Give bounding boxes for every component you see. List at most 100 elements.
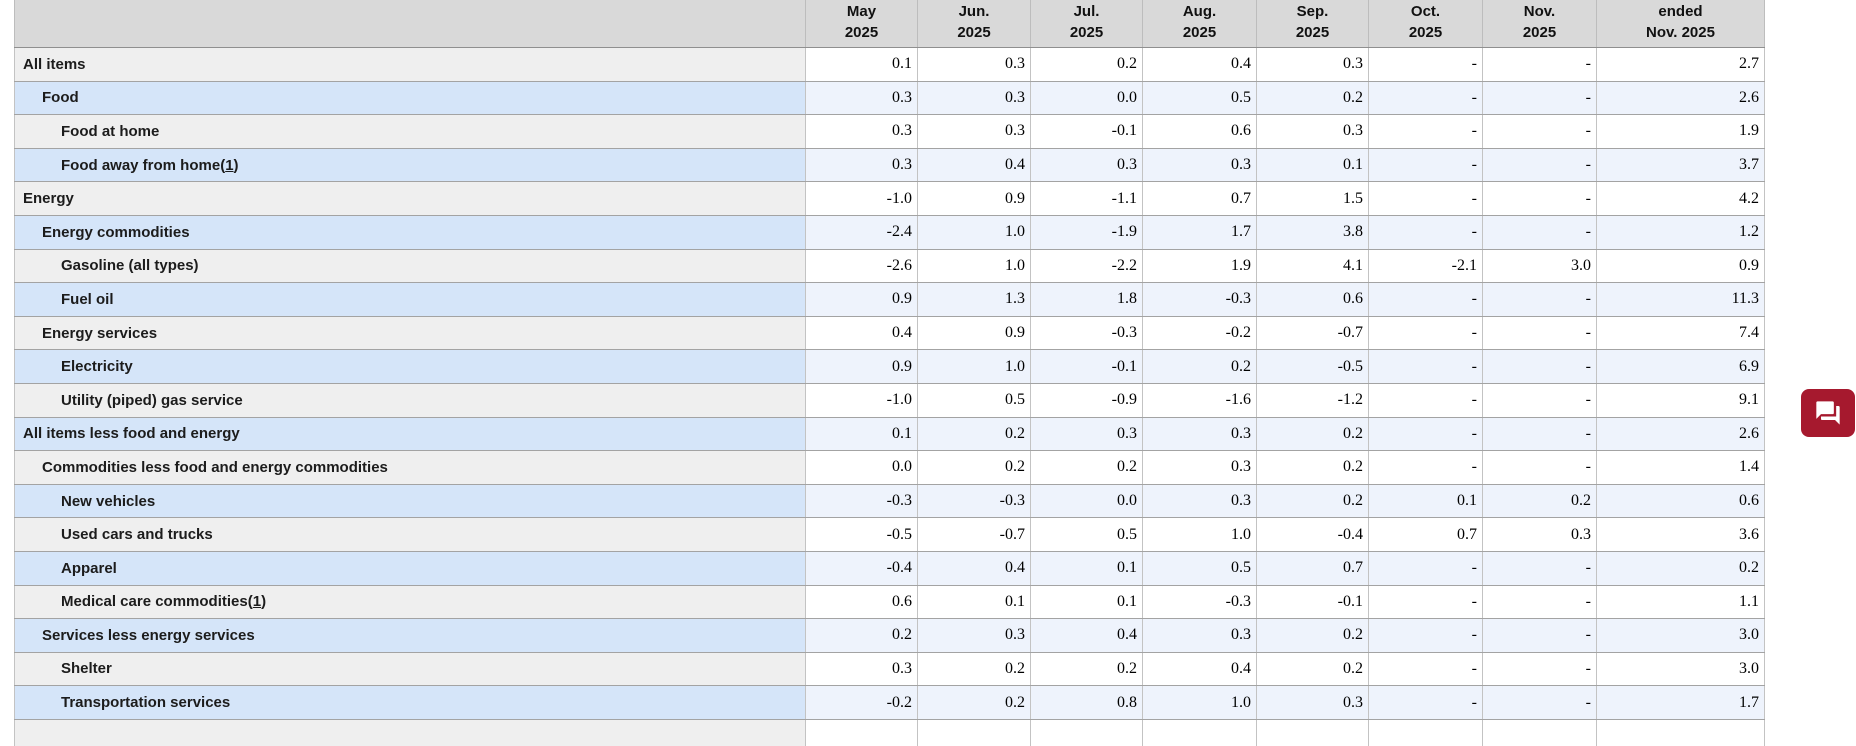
data-cell: - <box>1482 551 1597 586</box>
data-cell: 1.7 <box>1142 215 1257 250</box>
data-cell: 0.3 <box>1142 450 1257 485</box>
footnote-link[interactable]: 1 <box>252 593 262 611</box>
row-label: Services less energy services <box>14 618 806 653</box>
data-cell: -1.9 <box>1030 215 1143 250</box>
data-cell: -0.3 <box>917 484 1031 519</box>
data-cell: -2.1 <box>1368 249 1483 284</box>
table-row: All items 0.1 0.3 0.2 0.4 0.3- -2.7 <box>14 47 1765 82</box>
data-cell: 0.6 <box>1256 282 1369 317</box>
data-cell: - <box>1482 349 1597 384</box>
row-label: Used cars and trucks <box>14 517 806 552</box>
row-label: Food away from home(1) <box>14 148 806 183</box>
data-cell: - <box>1368 349 1483 384</box>
data-cell: 0.2 <box>917 652 1031 687</box>
data-cell: -1.1 <box>1030 181 1143 216</box>
table-row: Electricity 0.9 1.0 -0.1 0.2 -0.5- -6.9 <box>14 349 1765 384</box>
data-cell: 1.3 <box>917 282 1031 317</box>
data-cell: 3.0 <box>1596 618 1765 653</box>
data-cell: -0.5 <box>1256 349 1369 384</box>
row-label-text: Energy services <box>42 324 158 342</box>
data-cell: 0.4 <box>805 316 918 351</box>
column-header: Oct. 2025 <box>1368 0 1483 48</box>
table-row: Gasoline (all types) -2.6 1.0 -2.2 1.9 4.1 -2.… <box>14 249 1765 284</box>
data-cell: 0.2 <box>1256 484 1369 519</box>
table-row: Transportation services -0.2 0.2 0.8 1.0 0.3-… <box>14 685 1765 720</box>
row-label: All items less food and energy <box>14 417 806 452</box>
row-label-text: Transportation services <box>61 694 231 712</box>
data-cell: 0.5 <box>917 383 1031 418</box>
row-label: Food at home <box>14 114 806 149</box>
data-cell: -1.0 <box>805 383 918 418</box>
data-cell: 0.3 <box>1256 685 1369 720</box>
column-header-line2: 2025 <box>844 24 879 41</box>
data-cell: 0.2 <box>1256 81 1369 116</box>
data-cell: 1.5 <box>1256 181 1369 216</box>
column-header: Nov. 2025 <box>1482 0 1597 48</box>
data-cell: - <box>1368 181 1483 216</box>
data-cell: - <box>1368 585 1483 620</box>
row-label-text: Medical care commodities <box>61 593 248 611</box>
data-cell: - <box>1368 316 1483 351</box>
column-header-line1: Jul. <box>1073 3 1100 20</box>
cpi-data-table: May 2025 Jun. 2025 Jul. 2025 Aug. 2025 Sep. 2025 O… <box>14 0 1765 746</box>
data-cell: 0.7 <box>1256 551 1369 586</box>
table-row: Food at home 0.3 0.3 -0.1 0.6 0.3- -1.9 <box>14 114 1765 149</box>
data-cell: - <box>1482 148 1597 183</box>
data-cell: 0.2 <box>917 450 1031 485</box>
data-cell: 0.4 <box>1030 618 1143 653</box>
table-row: Medical care commodities(1) 0.6 0.1 0.1 -0.3… <box>14 585 1765 620</box>
data-cell: 0.2 <box>1596 551 1765 586</box>
data-cell: 0.2 <box>917 417 1031 452</box>
chat-widget-button[interactable] <box>1801 389 1855 437</box>
data-cell: 0.3 <box>1482 517 1597 552</box>
data-cell: 0.4 <box>1142 652 1257 687</box>
data-cell: 4.1 <box>1256 249 1369 284</box>
data-cell: -0.4 <box>805 551 918 586</box>
column-header-line2: 2025 <box>1408 24 1443 41</box>
column-header-line2: 2025 <box>1069 24 1104 41</box>
data-cell: -0.2 <box>805 685 918 720</box>
data-cell: 0.7 <box>1142 181 1257 216</box>
table-row: Energy services 0.4 0.9 -0.3 -0.2 -0.7- -7.4 <box>14 316 1765 351</box>
table-row: New vehicles -0.3 -0.3 0.0 0.3 0.2 0.1 0.2 0.6 <box>14 484 1765 519</box>
data-cell <box>1368 719 1483 746</box>
data-cell: 0.2 <box>1256 450 1369 485</box>
data-cell: 0.9 <box>917 181 1031 216</box>
data-cell: - <box>1368 215 1483 250</box>
data-cell: 0.3 <box>1256 47 1369 82</box>
data-cell: 0.3 <box>1142 417 1257 452</box>
data-cell: - <box>1368 551 1483 586</box>
data-cell: 0.1 <box>1030 551 1143 586</box>
data-cell: - <box>1368 652 1483 687</box>
row-label: Fuel oil <box>14 282 806 317</box>
row-label-text: Services less energy services <box>42 626 255 644</box>
column-header: Sep. 2025 <box>1256 0 1369 48</box>
row-label-text: New vehicles <box>61 492 156 510</box>
data-cell: - <box>1482 316 1597 351</box>
data-cell <box>805 719 918 746</box>
data-cell: - <box>1368 383 1483 418</box>
data-cell: 0.4 <box>917 148 1031 183</box>
row-label: Energy commodities <box>14 215 806 250</box>
data-cell: -1.2 <box>1256 383 1369 418</box>
data-cell: -1.6 <box>1142 383 1257 418</box>
row-label: Food <box>14 81 806 116</box>
data-cell: 0.0 <box>805 450 918 485</box>
data-cell: -2.4 <box>805 215 918 250</box>
data-cell: - <box>1368 450 1483 485</box>
data-cell: 0.2 <box>917 685 1031 720</box>
data-cell: -0.7 <box>1256 316 1369 351</box>
data-cell: -0.3 <box>1142 282 1257 317</box>
data-cell: 0.2 <box>1256 652 1369 687</box>
data-cell: 1.9 <box>1142 249 1257 284</box>
row-label-text: Food <box>42 89 79 107</box>
table-header: May 2025 Jun. 2025 Jul. 2025 Aug. 2025 Sep. 2025 O… <box>14 0 1765 48</box>
data-cell: - <box>1482 383 1597 418</box>
footnote-link[interactable]: 1 <box>225 156 234 174</box>
data-cell: 0.1 <box>805 417 918 452</box>
data-cell: 3.7 <box>1596 148 1765 183</box>
column-header-line2: 2025 <box>1522 24 1557 41</box>
data-cell: 1.7 <box>1596 685 1765 720</box>
data-cell: -0.9 <box>1030 383 1143 418</box>
row-label: New vehicles <box>14 484 806 519</box>
